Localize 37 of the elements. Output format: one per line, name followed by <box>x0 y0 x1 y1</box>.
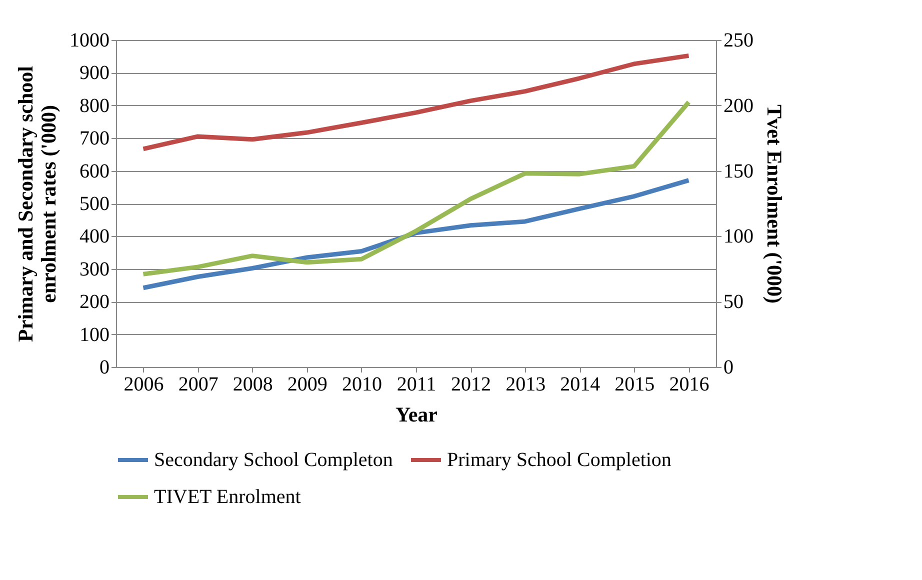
x-tick-label: 2011 <box>396 374 436 396</box>
legend-label: Primary School Completion <box>447 449 672 471</box>
y-tick-label: 100 <box>80 324 110 346</box>
x-tick-label: 2016 <box>669 374 710 396</box>
y2-tick-label: 150 <box>724 160 754 182</box>
x-tick-label: 2013 <box>506 374 546 396</box>
y-tick-label: 400 <box>80 226 110 248</box>
x-tick-label: 2008 <box>232 374 273 396</box>
x-tick-label: 2015 <box>614 374 655 396</box>
y2-axis-title: Tvet Enrolment ('000) <box>762 104 786 304</box>
legend-label: Secondary School Completon <box>154 449 393 471</box>
x-tick-label: 2012 <box>451 374 492 396</box>
y-tick-label: 600 <box>80 160 110 182</box>
x-tick-label: 2007 <box>178 374 218 396</box>
y-tick-label: 700 <box>80 128 110 150</box>
y-tick-label: 900 <box>80 62 110 84</box>
y-tick-label: 0 <box>100 356 110 378</box>
x-tick-label: 2014 <box>560 374 600 396</box>
x-axis-title: Year <box>396 402 438 426</box>
y2-tick-label: 100 <box>724 226 754 248</box>
y2-tick-label: 200 <box>724 94 754 117</box>
line-series <box>141 100 691 276</box>
y2-tick-label: 250 <box>724 30 754 52</box>
y2-tick-label: 50 <box>724 291 744 314</box>
y2-tick-label: 0 <box>724 356 734 378</box>
y-tick-label: 300 <box>80 258 110 280</box>
y-tick-label: 800 <box>80 94 110 117</box>
legend-label: TIVET Enrolment <box>154 486 302 508</box>
x-tick-label: 2010 <box>342 374 382 396</box>
y-axis-title: Primary and Secondary school enrolment rates ('000) <box>14 66 60 342</box>
y-tick-label: 500 <box>80 193 110 215</box>
x-tick-label: 2009 <box>287 374 328 396</box>
x-tick-label: 2006 <box>124 374 164 396</box>
line-series <box>141 53 691 152</box>
y-tick-label: 200 <box>80 291 110 314</box>
line-series <box>141 178 691 290</box>
y-tick-label: 1000 <box>70 30 110 52</box>
